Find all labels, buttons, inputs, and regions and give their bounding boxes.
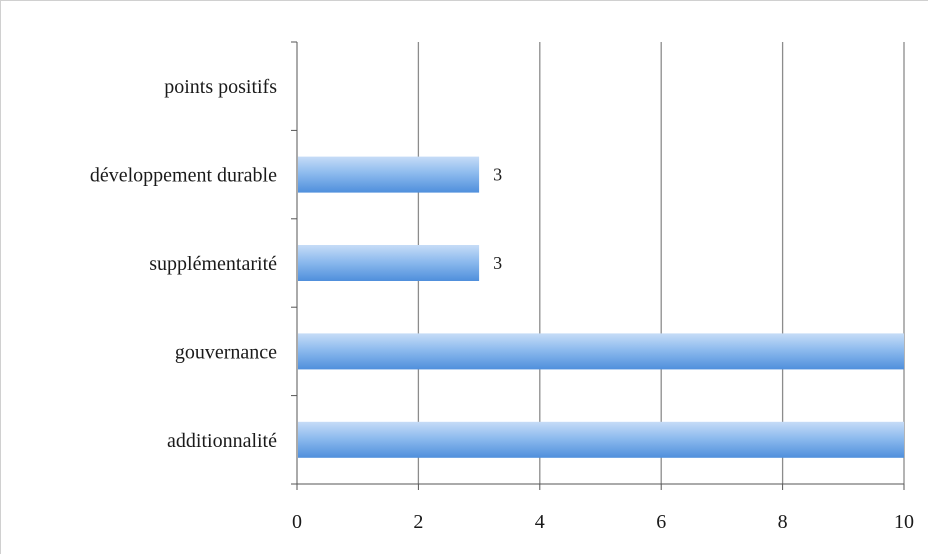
axes [291,41,905,490]
category-label: points positifs [164,76,277,98]
category-label: additionnalité [167,430,277,452]
grid-lines [417,42,905,484]
x-tick-label: 10 [894,511,914,533]
category-label: supplémentarité [149,253,277,275]
data-label: 3 [493,165,502,185]
bar [298,156,480,193]
x-tick-label: 6 [656,511,666,533]
data-label: 3 [493,253,502,273]
bar [298,333,904,370]
x-tick-label: 8 [778,511,788,533]
bar [298,245,480,281]
x-tick-label: 0 [292,511,302,533]
bars [298,156,904,458]
x-tick-label: 4 [535,511,545,533]
bar [298,421,904,458]
category-label: gouvernance [175,341,277,363]
category-label: développement durable [90,165,277,187]
x-tick-label: 2 [413,511,423,533]
labels: 0 2 4 6 8 10 additionnalité gouvernance 3 supplém… [90,76,914,533]
